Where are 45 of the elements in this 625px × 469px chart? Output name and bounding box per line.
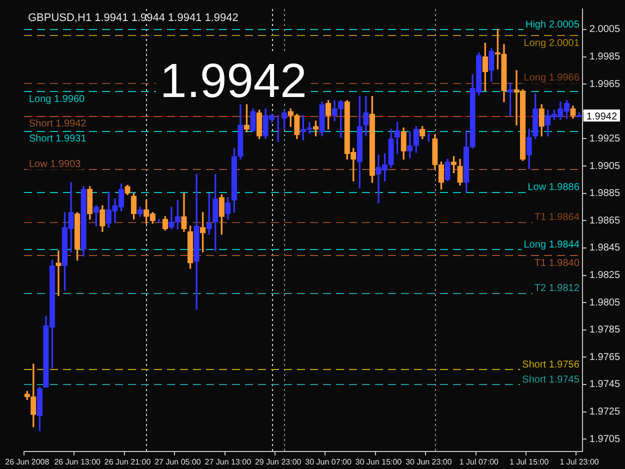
- y-tick-label: 1.9725: [589, 406, 620, 418]
- x-tick-label: 29 Jun 23:00: [254, 457, 302, 466]
- ref-line-label: High 2.0005: [525, 19, 580, 30]
- y-tick-label: 1.9825: [589, 270, 620, 282]
- x-tick-label: 1 Jul 23:00: [560, 457, 600, 466]
- ref-line-label: T1 1.9840: [534, 258, 580, 269]
- x-tick-label: 26 Jun 13:00: [54, 457, 102, 466]
- x-tick-label: 1 Jul 15:00: [510, 457, 550, 466]
- x-tick-label: 1 Jul 07:00: [459, 457, 500, 466]
- ref-line-label: 1.9942: [586, 112, 618, 123]
- ref-line-label: Long 1.9966: [524, 72, 580, 84]
- annotation: 1.9942: [160, 55, 307, 108]
- x-tick-label: 30 Jun 23:00: [406, 457, 452, 466]
- ref-line-label: Short 1.9756: [522, 359, 580, 370]
- x-tick-label: 26 Jun 21:00: [104, 457, 152, 466]
- y-tick-label: 1.9865: [589, 215, 620, 226]
- y-tick-label: 2.0005: [589, 24, 620, 36]
- y-tick-label: 1.9805: [589, 297, 620, 308]
- ref-line-label: Short 1.9942: [29, 118, 87, 130]
- y-tick-label: 1.9765: [589, 352, 620, 363]
- y-tick-label: 1.9785: [589, 324, 620, 336]
- ref-line-label: Low 1.9886: [528, 182, 580, 193]
- ref-line-label: Long 1.9844: [524, 239, 580, 250]
- x-tick-label: 30 Jun 15:00: [355, 457, 402, 466]
- x-tick-label: 30 Jun 07:00: [305, 457, 352, 466]
- y-tick-label: 1.9925: [589, 133, 620, 144]
- ref-line-label: Short 1.9931: [29, 134, 87, 145]
- y-tick-label: 1.9845: [589, 242, 620, 254]
- y-tick-label: 1.9965: [589, 78, 620, 90]
- y-tick-label: 1.9985: [589, 52, 620, 63]
- ref-line-label: Short 1.9745: [522, 374, 580, 386]
- y-tick-label: 1.9885: [589, 188, 620, 200]
- x-tick-label: 27 Jun 13:00: [204, 457, 252, 466]
- ref-line-label: Long 2.0001: [524, 38, 580, 49]
- x-tick-label: 26 Jun 2008: [5, 457, 50, 466]
- ref-line-label: Long 1.9960: [29, 94, 86, 105]
- ref-line-label: T1 1.9864: [534, 212, 580, 224]
- ref-line-label: Low 1.9903: [29, 158, 82, 170]
- ref-line-label: T2 1.9812: [534, 283, 580, 294]
- y-tick-label: 1.9705: [589, 434, 620, 445]
- y-tick-label: 1.9905: [589, 160, 620, 172]
- chart-title: GBPUSD,H1 1.9941 1.9944 1.9941 1.9942: [28, 12, 238, 24]
- candlestick: [56, 250, 62, 296]
- y-tick-label: 1.9745: [589, 379, 620, 390]
- x-tick-label: 27 Jun 05:00: [154, 457, 202, 466]
